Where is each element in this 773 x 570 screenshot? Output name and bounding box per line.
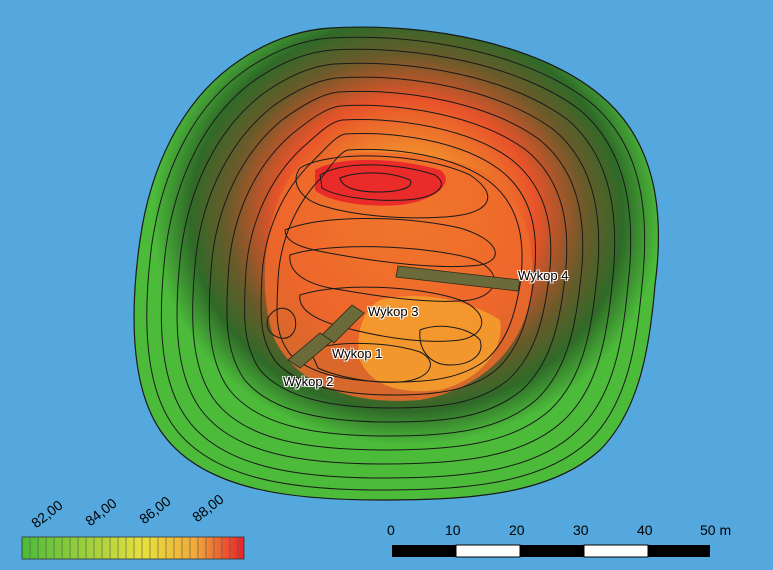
trench-wykop-3 — [321, 304, 365, 344]
trench-wykop-1 — [287, 332, 333, 369]
scale-label-50m: 50 m — [700, 522, 732, 538]
summit-lower-orange — [358, 296, 501, 392]
label-wykop-1: Wykop 1 — [332, 346, 383, 361]
scale-label-30: 30 — [573, 522, 589, 538]
scale-label-10: 10 — [445, 522, 461, 538]
scale-segment-3 — [520, 545, 584, 557]
legend-color-ramp — [21, 536, 245, 560]
label-wykop-2: Wykop 2 — [283, 374, 334, 389]
legend-ticks — [29, 537, 239, 559]
trench-wykop-4 — [395, 265, 521, 292]
label-wykop-4: Wykop 4 — [518, 268, 569, 283]
scale-segment-2 — [455, 544, 521, 558]
scale-label-40: 40 — [637, 522, 653, 538]
label-wykop-3: Wykop 3 — [368, 304, 419, 319]
trenches — [287, 265, 521, 369]
scale-segment-5 — [648, 545, 710, 557]
scale-label-0: 0 — [387, 522, 395, 538]
scale-bar — [392, 544, 710, 558]
legend — [21, 536, 245, 560]
summit-peak — [315, 159, 446, 206]
scale-label-20: 20 — [509, 522, 525, 538]
contour-lines — [146, 36, 646, 491]
scale-segment-4 — [583, 544, 649, 558]
scale-segment-1 — [392, 545, 456, 557]
